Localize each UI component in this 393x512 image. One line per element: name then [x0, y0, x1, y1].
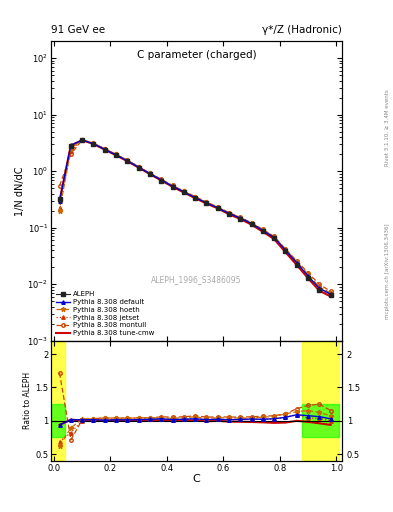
Text: γ*/Z (Hadronic): γ*/Z (Hadronic): [262, 25, 342, 35]
Bar: [302, 341, 339, 461]
Text: ALEPH_1996_S3486095: ALEPH_1996_S3486095: [151, 275, 242, 284]
Text: C parameter (charged): C parameter (charged): [137, 50, 256, 60]
Bar: [51, 404, 65, 437]
Y-axis label: 1/N dN/dC: 1/N dN/dC: [15, 166, 25, 216]
Bar: [51, 341, 65, 461]
Text: 91 GeV ee: 91 GeV ee: [51, 25, 105, 35]
Text: Rivet 3.1.10, ≥ 3.4M events: Rivet 3.1.10, ≥ 3.4M events: [385, 90, 390, 166]
Text: mcplots.cern.ch [arXiv:1306.3436]: mcplots.cern.ch [arXiv:1306.3436]: [385, 224, 390, 319]
X-axis label: C: C: [193, 474, 200, 484]
Y-axis label: Ratio to ALEPH: Ratio to ALEPH: [24, 372, 32, 430]
Bar: [302, 404, 339, 437]
Legend: ALEPH, Pythia 8.308 default, Pythia 8.308 hoeth, Pythia 8.308 jetset, Pythia 8.3: ALEPH, Pythia 8.308 default, Pythia 8.30…: [53, 289, 157, 339]
